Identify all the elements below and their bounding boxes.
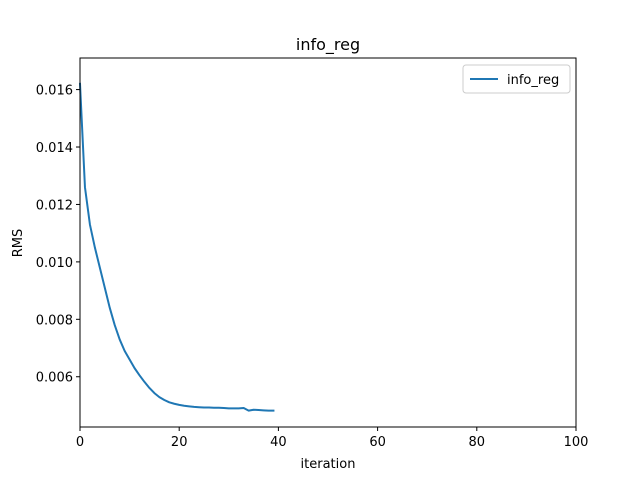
y-axis-label: RMS (11, 229, 26, 258)
x-axis-ticks: 0 20 40 60 80 100 (76, 427, 589, 450)
legend-box (462, 64, 571, 94)
x-tick-label: 0 (76, 435, 84, 450)
plot-frame (79, 57, 577, 428)
legend: info_reg (462, 64, 571, 94)
x-tick-label: 80 (469, 435, 486, 450)
y-tick-label: 0.014 (36, 141, 73, 156)
y-axis-ticks: 0.006 0.008 0.010 0.012 0.014 0.016 (36, 84, 80, 386)
y-tick-label: 0.016 (36, 84, 73, 99)
series-line-info-reg (78, 82, 275, 412)
y-tick-label: 0.006 (36, 371, 73, 386)
chart-title: info_reg (296, 35, 360, 55)
x-tick-label: 20 (171, 435, 188, 450)
plot-area (80, 58, 576, 427)
y-tick-label: 0.008 (36, 313, 73, 328)
legend-label-info-reg: info_reg (507, 73, 559, 88)
x-tick-label: 60 (369, 435, 386, 450)
y-tick-label: 0.010 (36, 256, 73, 271)
x-axis-label: iteration (301, 457, 356, 472)
x-tick-label: 100 (564, 435, 589, 450)
series-layer (78, 82, 275, 412)
y-tick-label: 0.012 (36, 198, 73, 213)
x-tick-label: 40 (270, 435, 287, 450)
